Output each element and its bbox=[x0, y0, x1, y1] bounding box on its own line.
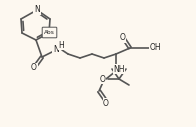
Text: N: N bbox=[34, 5, 40, 14]
Text: O: O bbox=[100, 75, 106, 83]
FancyBboxPatch shape bbox=[42, 27, 57, 38]
Text: OH: OH bbox=[149, 44, 161, 52]
Text: Abs: Abs bbox=[44, 30, 55, 36]
Text: H: H bbox=[58, 41, 64, 50]
Text: O: O bbox=[103, 99, 109, 107]
Text: O: O bbox=[120, 34, 126, 43]
Text: O: O bbox=[31, 64, 37, 73]
Text: N: N bbox=[53, 45, 59, 54]
Text: NH: NH bbox=[113, 65, 125, 74]
